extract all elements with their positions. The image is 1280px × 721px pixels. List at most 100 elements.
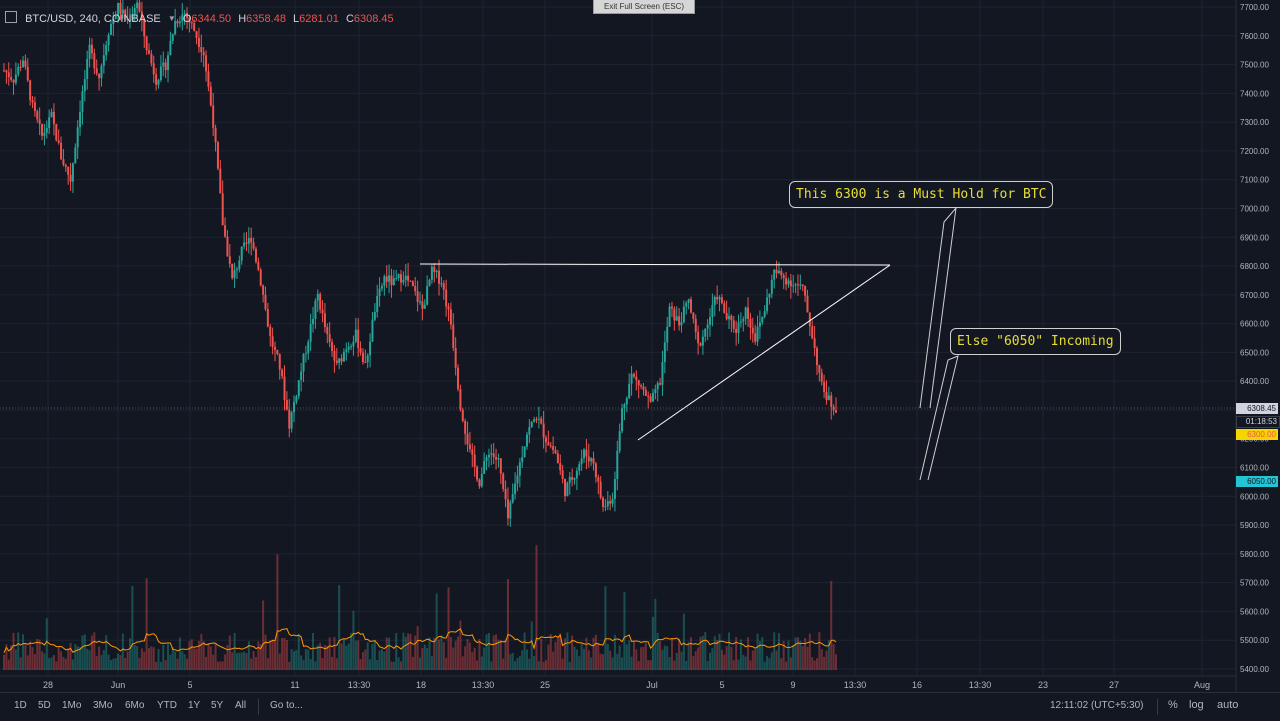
candle-body [57, 140, 60, 143]
range-5y-button[interactable]: 5Y [211, 700, 224, 711]
candle-body [782, 275, 785, 279]
annotation-must-hold[interactable]: This 6300 is a Must Hold for BTC [789, 181, 1054, 208]
volume-bar [542, 661, 545, 670]
volume-bar [399, 661, 402, 670]
volume-bar [36, 639, 39, 670]
candle-body [421, 301, 424, 309]
symbol-header: BTC/USD, 240, COINBASE ▼ O6344.50 H6358.… [5, 11, 394, 25]
candle-body [224, 225, 227, 237]
volume-bar [549, 634, 552, 670]
volume-bar [775, 650, 778, 670]
volume-bar [651, 616, 654, 670]
range-6mo-button[interactable]: 6Mo [125, 700, 145, 711]
volume-bar [380, 649, 383, 670]
price-axis[interactable]: 7700.00 7600.00 7500.00 7400.00 7300.00 7200.… [1235, 0, 1269, 692]
candle-body [335, 360, 338, 363]
volume-bar [732, 660, 735, 670]
candle-body [835, 410, 837, 413]
candle-body [466, 433, 469, 445]
candle-body [796, 284, 799, 286]
range-1mo-button[interactable]: 1Mo [62, 700, 82, 711]
time-axis[interactable]: 28 Jun 5 11 13:30 18 13:30 25 Jul 5 9 13:30 16 13:30 2… [0, 675, 1236, 690]
volume-bar [423, 644, 426, 670]
candle-body [495, 457, 498, 460]
annotation-else-incoming[interactable]: Else "6050" Incoming [950, 328, 1121, 355]
range-1d-button[interactable]: 1D [14, 700, 27, 711]
candle-body [768, 293, 771, 298]
candle-body [815, 348, 818, 366]
candle-body [525, 434, 528, 447]
volume-bar [637, 661, 640, 670]
volume-bar [293, 651, 296, 670]
volume-bar [830, 581, 833, 670]
volume-bar [340, 643, 343, 670]
candle-body [314, 300, 317, 319]
auto-scale-button[interactable]: auto [1217, 699, 1239, 711]
candle-body [390, 275, 393, 285]
candle-body [575, 470, 578, 479]
candle-body [483, 461, 486, 474]
volume-bar [692, 655, 695, 670]
chevron-down-icon[interactable]: ▼ [167, 14, 176, 23]
candle-body [200, 47, 203, 53]
volume-bar [126, 651, 129, 670]
support-trendline[interactable] [637, 264, 891, 441]
candle-body [109, 24, 112, 35]
candle-body [516, 475, 519, 484]
candle-body [333, 350, 336, 361]
last-price-label: 6308.45 [1236, 403, 1278, 414]
trend-drawings[interactable] [419, 206, 959, 481]
clock-timezone[interactable]: 12:11:02 (UTC+5:30) [1050, 700, 1144, 711]
candle-body [478, 479, 481, 487]
log-scale-button[interactable]: log [1189, 699, 1204, 711]
candle-body [245, 242, 248, 244]
volume-bar [93, 632, 96, 670]
volume-bar [259, 644, 262, 670]
price-tick-label: 7600.00 [1240, 32, 1269, 41]
volume-bar [492, 635, 495, 670]
candle-body [689, 299, 692, 313]
volume-bar [178, 637, 181, 670]
volume-bar [761, 637, 764, 670]
volume-bar [673, 660, 676, 670]
candle-body [823, 381, 826, 392]
candle-body [26, 66, 29, 81]
volume-bar [818, 632, 821, 670]
range-5d-button[interactable]: 5D [38, 700, 51, 711]
volume-bar [758, 641, 761, 670]
bar-countdown-label: 01:18:53 [1236, 416, 1280, 428]
percent-scale-button[interactable]: % [1168, 699, 1178, 711]
candle-body [440, 283, 443, 285]
resistance-line[interactable] [419, 263, 891, 266]
goto-button[interactable]: Go to... [270, 700, 303, 711]
candle-body [60, 142, 63, 160]
volume-bar [411, 656, 414, 670]
volume-bar [506, 579, 509, 670]
volume-bar [202, 641, 205, 670]
exit-fullscreen-hint[interactable]: Exit Full Screen (ESC) [593, 0, 695, 14]
volume-bar [777, 633, 780, 670]
volume-bar [69, 642, 72, 670]
volume-bar [86, 648, 89, 670]
volume-bar [578, 656, 581, 670]
candle-body [119, 2, 122, 14]
candle-body [694, 318, 697, 332]
candle-body [285, 399, 288, 410]
range-all-button[interactable]: All [235, 700, 247, 711]
volume-bar [661, 649, 664, 670]
range-ytd-button[interactable]: YTD [157, 700, 177, 711]
candle-body [316, 293, 319, 301]
candle-body [90, 44, 93, 54]
range-1y-button[interactable]: 1Y [188, 700, 201, 711]
volume-bar [162, 644, 165, 670]
square-icon[interactable] [5, 11, 17, 23]
symbol-label[interactable]: BTC/USD, 240, COINBASE [25, 13, 161, 25]
range-3mo-button[interactable]: 3Mo [93, 700, 113, 711]
time-tick-label: 18 [416, 680, 426, 690]
candle-body [45, 128, 48, 133]
candle-body [718, 297, 721, 300]
candle-body [288, 409, 291, 429]
volume-bar [789, 657, 792, 670]
price-tick-label: 7400.00 [1240, 89, 1269, 98]
